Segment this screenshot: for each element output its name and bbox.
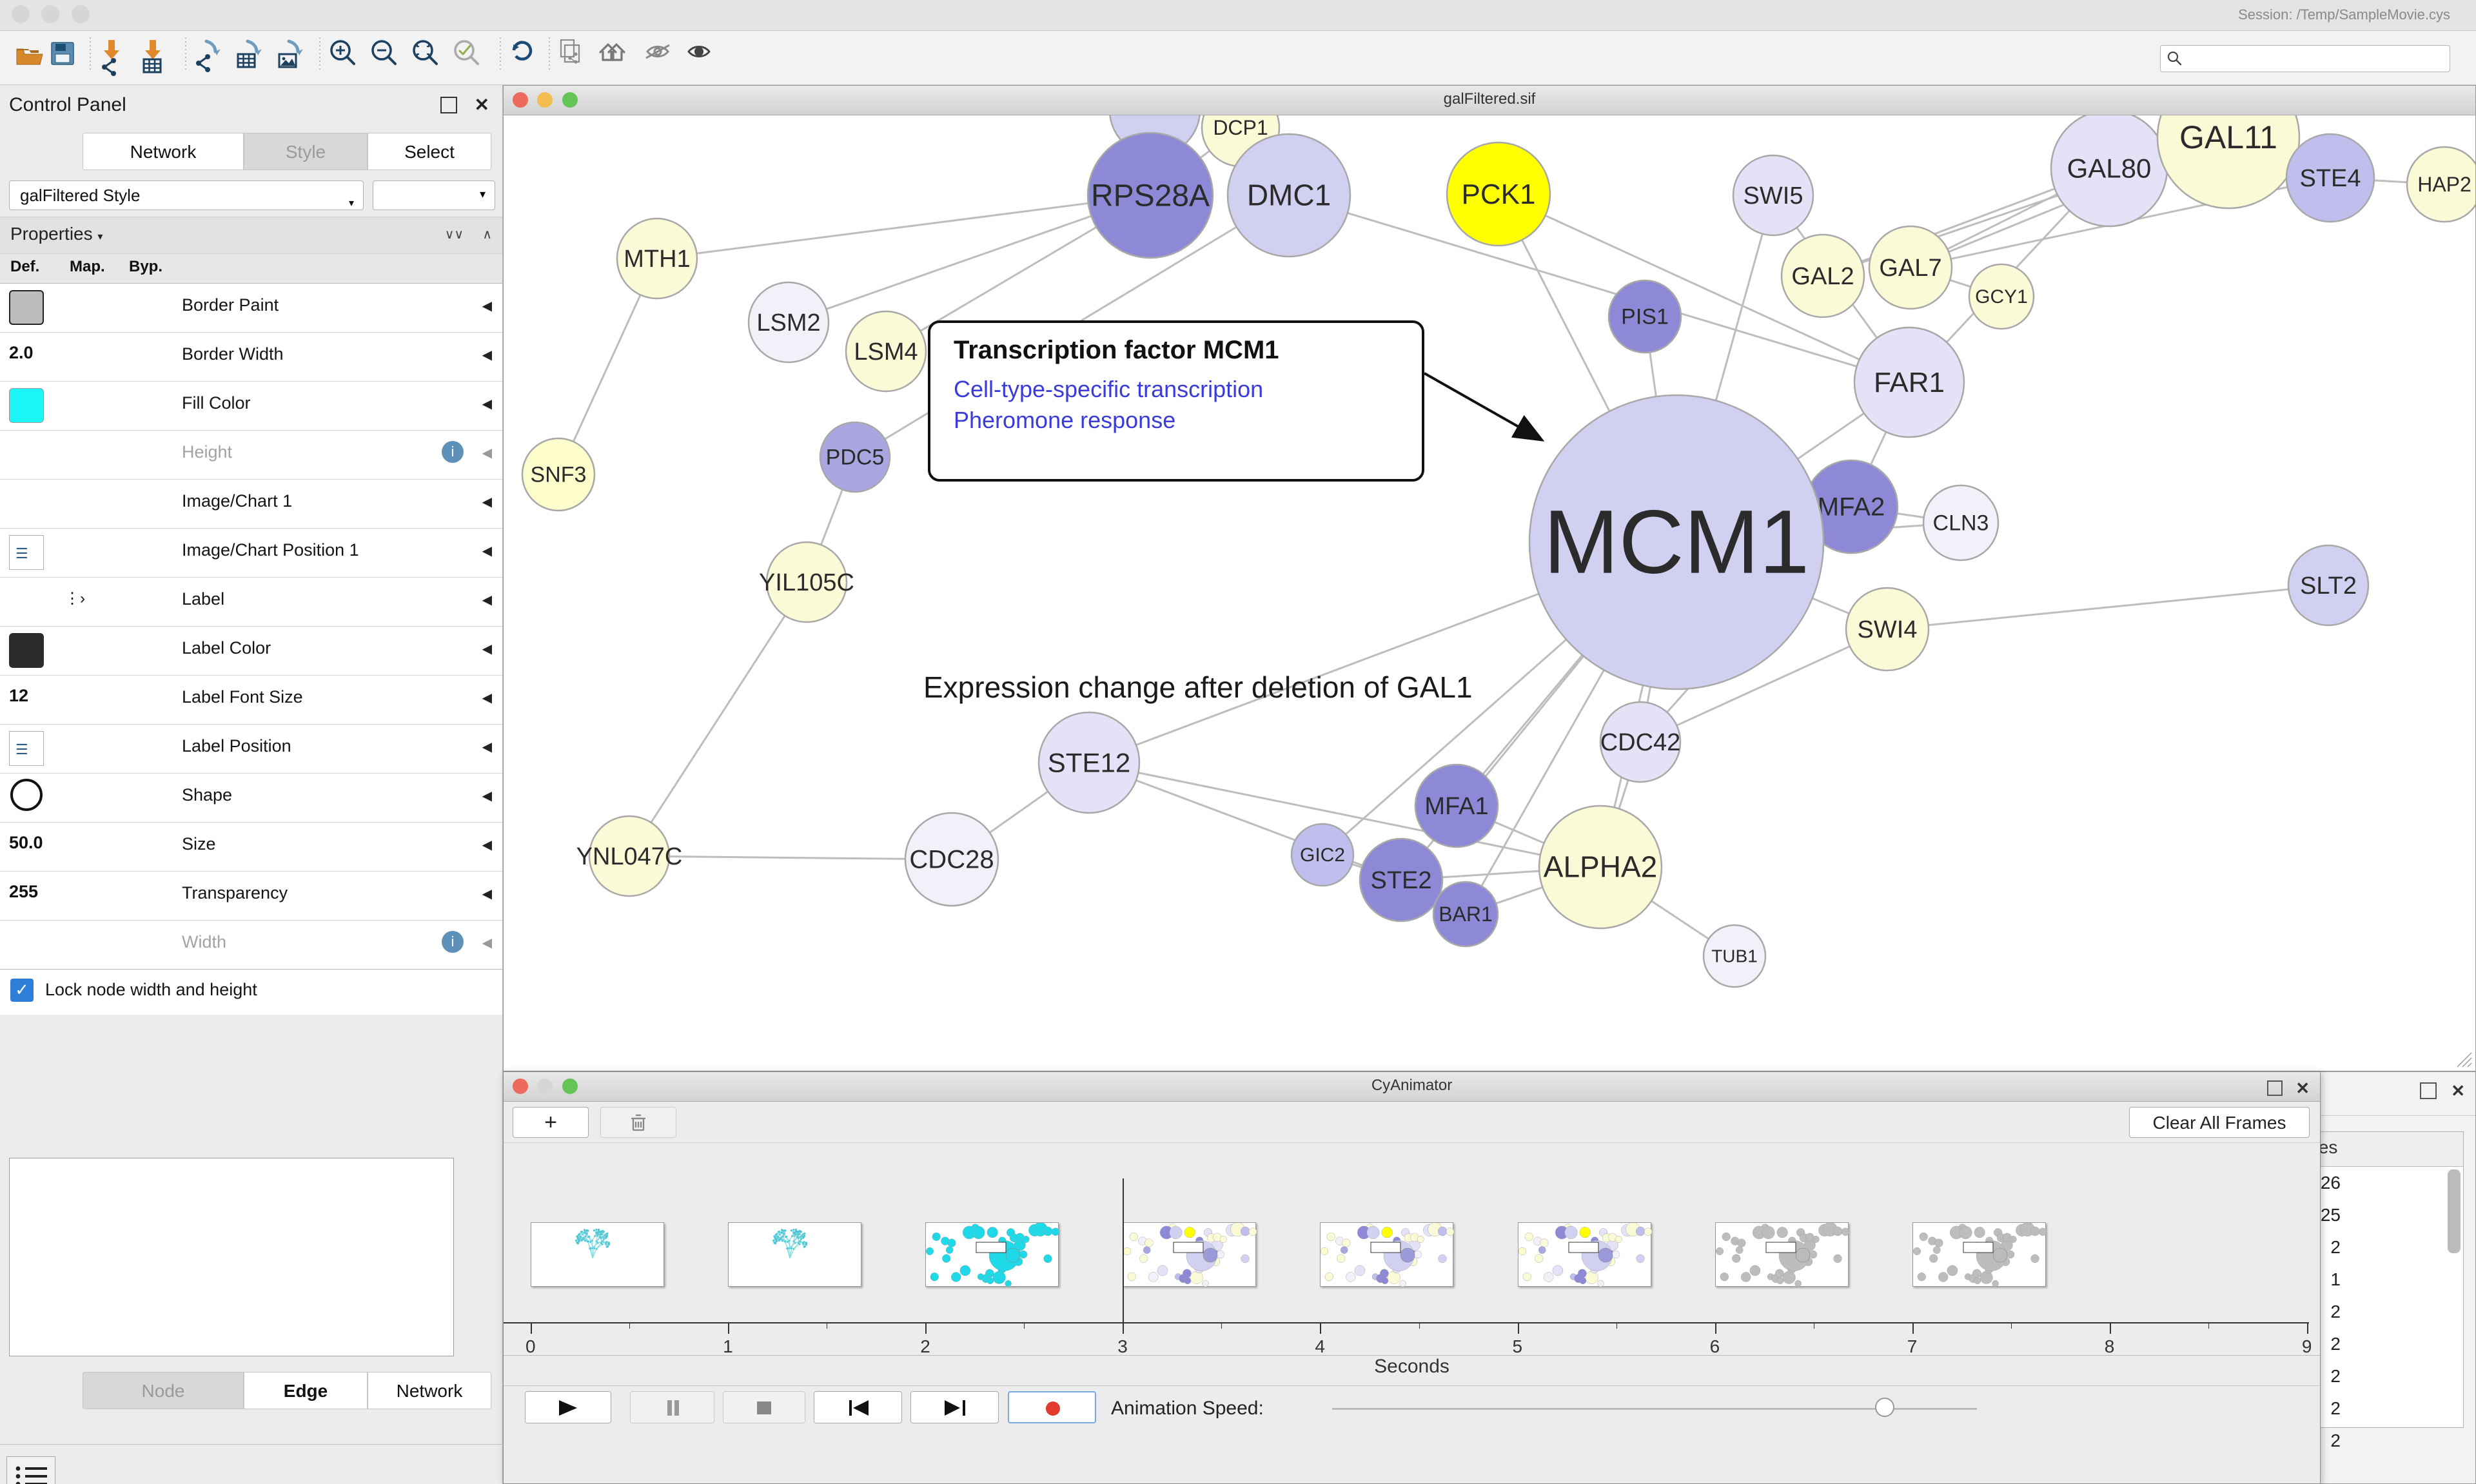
svg-text:LSM2: LSM2	[756, 309, 820, 337]
svg-text:SLT2: SLT2	[2300, 572, 2357, 600]
svg-text:RPS28A: RPS28A	[1091, 179, 1210, 213]
svg-text:PCK1: PCK1	[1462, 179, 1536, 210]
svg-text:PDC5: PDC5	[826, 445, 885, 470]
svg-text:DMC1: DMC1	[1247, 179, 1331, 212]
svg-text:YIL105C: YIL105C	[759, 569, 854, 596]
svg-text:GAL2: GAL2	[1791, 263, 1854, 290]
svg-text:PIS1: PIS1	[1621, 305, 1669, 329]
svg-text:GAL80: GAL80	[2067, 153, 2152, 183]
svg-text:GAL11: GAL11	[2179, 119, 2277, 155]
svg-text:BAR1: BAR1	[1439, 903, 1493, 926]
svg-text:GIC2: GIC2	[1300, 845, 1345, 866]
svg-text:GAL7: GAL7	[1879, 255, 1941, 282]
svg-text:STE12: STE12	[1048, 747, 1130, 777]
svg-text:MTH1: MTH1	[624, 246, 690, 273]
svg-text:GCY1: GCY1	[1975, 286, 2028, 308]
svg-text:LSM4: LSM4	[854, 338, 918, 366]
svg-text:MCM1: MCM1	[1544, 491, 1809, 592]
svg-text:MFA2: MFA2	[1818, 493, 1885, 522]
svg-text:DCP1: DCP1	[1213, 116, 1268, 139]
svg-text:SWI5: SWI5	[1744, 182, 1803, 210]
svg-text:CDC42: CDC42	[1600, 729, 1681, 756]
svg-text:YNL047C: YNL047C	[576, 843, 683, 870]
svg-text:SWI4: SWI4	[1858, 616, 1918, 643]
svg-text:STE4: STE4	[2299, 165, 2361, 192]
svg-text:ALPHA2: ALPHA2	[1544, 850, 1657, 884]
svg-text:CLN3: CLN3	[1933, 511, 1989, 536]
svg-text:STE2: STE2	[1370, 867, 1431, 894]
svg-text:HAP2: HAP2	[2417, 173, 2471, 196]
svg-text:TUB1: TUB1	[1711, 946, 1758, 966]
svg-text:FAR1: FAR1	[1874, 367, 1945, 398]
svg-text:MFA1: MFA1	[1424, 793, 1488, 820]
svg-text:CDC28: CDC28	[909, 846, 994, 874]
svg-text:SNF3: SNF3	[531, 463, 587, 487]
